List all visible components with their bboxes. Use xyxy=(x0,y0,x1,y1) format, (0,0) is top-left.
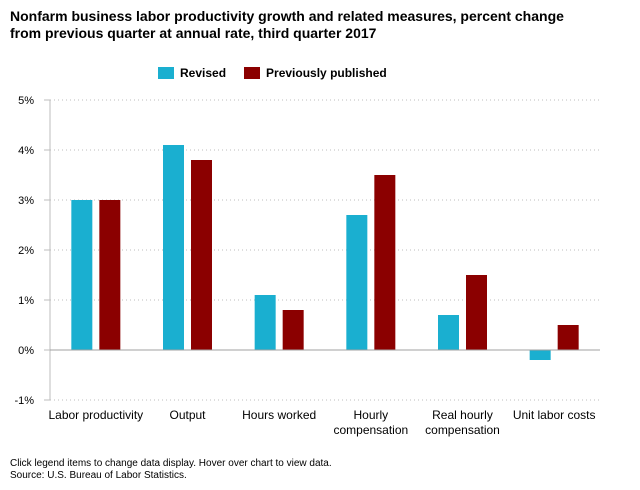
bar[interactable] xyxy=(254,295,276,350)
y-tick-label: 4% xyxy=(18,145,34,157)
y-tick-label: -1% xyxy=(14,395,34,407)
bar[interactable] xyxy=(282,310,304,350)
x-tick-label: Hourly xyxy=(353,408,388,422)
bar[interactable] xyxy=(529,350,551,360)
legend-swatch-revised xyxy=(158,67,174,79)
bar[interactable] xyxy=(346,215,368,350)
legend-label-revised: Revised xyxy=(180,66,227,80)
x-tick-label: Labor productivity xyxy=(48,408,143,422)
chart-title-line-2: from previous quarter at annual rate, th… xyxy=(10,25,377,41)
x-tick-label: compensation xyxy=(425,423,500,437)
x-tick-label: Real hourly xyxy=(432,408,493,422)
footer-source: Source: U.S. Bureau of Labor Statistics. xyxy=(10,470,187,481)
bar[interactable] xyxy=(71,200,93,350)
x-tick-label: Output xyxy=(169,408,206,422)
bar[interactable] xyxy=(99,200,121,350)
bar[interactable] xyxy=(163,145,184,350)
chart-title: Nonfarm business labor productivity grow… xyxy=(10,8,630,42)
legend-item-previously-published[interactable]: Previously published xyxy=(244,66,387,80)
chart-footer: Click legend items to change data displa… xyxy=(10,458,332,482)
legend: Revised Previously published xyxy=(158,66,405,80)
bar[interactable] xyxy=(191,160,212,350)
y-tick-label: 3% xyxy=(18,195,34,207)
y-tick-label: 2% xyxy=(18,245,34,257)
x-tick-label: Hours worked xyxy=(242,408,316,422)
legend-label-previously-published: Previously published xyxy=(266,66,387,80)
y-tick-label: 5% xyxy=(18,95,34,107)
bar[interactable] xyxy=(557,325,579,350)
legend-swatch-previously-published xyxy=(244,67,261,79)
footer-note: Click legend items to change data displa… xyxy=(10,458,332,469)
bar[interactable] xyxy=(374,175,396,350)
bar[interactable] xyxy=(466,275,487,350)
legend-item-revised[interactable]: Revised xyxy=(158,66,226,80)
x-tick-label: compensation xyxy=(333,423,408,437)
bar[interactable] xyxy=(438,315,459,350)
chart-title-line-1: Nonfarm business labor productivity grow… xyxy=(10,8,564,24)
x-tick-label: Unit labor costs xyxy=(513,408,596,422)
y-tick-label: 1% xyxy=(18,295,34,307)
y-tick-label: 0% xyxy=(18,345,34,357)
